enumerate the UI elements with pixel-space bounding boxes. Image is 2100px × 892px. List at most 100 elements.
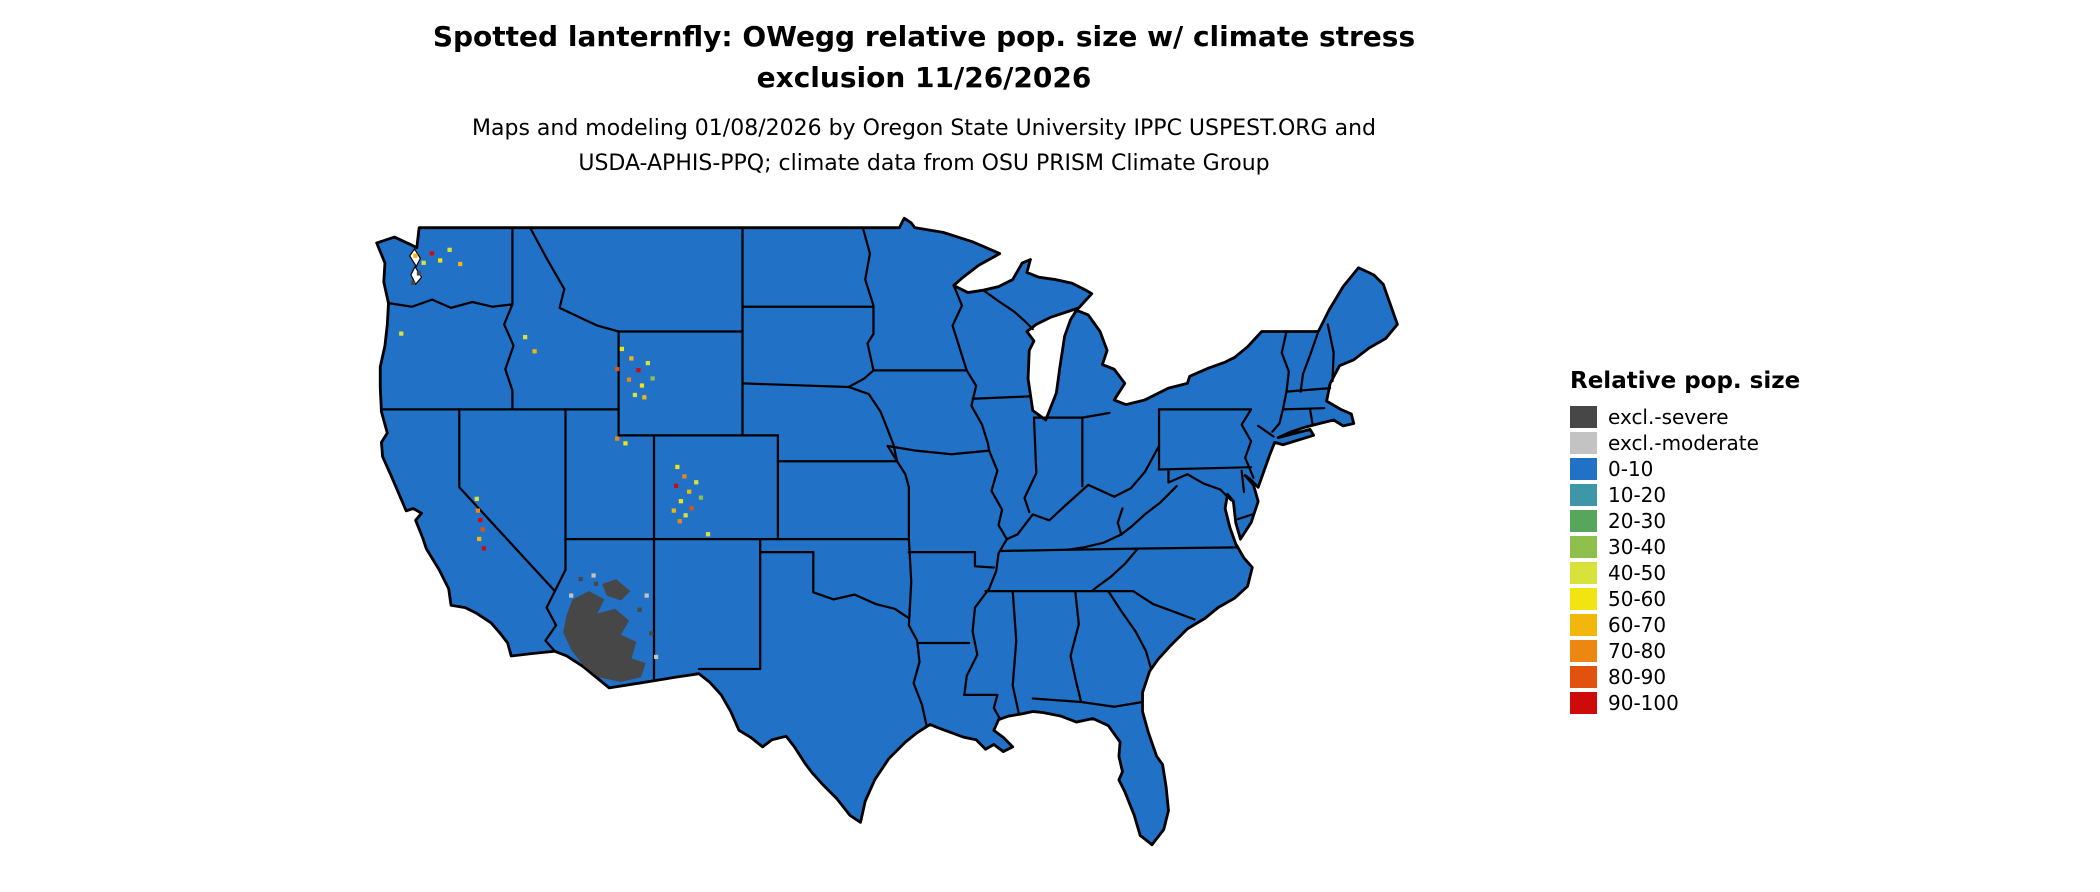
hotspot-pixel [705,532,711,537]
hotspot-pixel [416,271,422,276]
hotspot-pixel [481,546,486,551]
legend-item-label: 0-10 [1608,457,1654,481]
legend-item-label: 70-80 [1608,639,1667,663]
legend-item: 20-30 [1570,508,1800,534]
border-ky-wv [1116,507,1124,536]
legend-swatch [1570,666,1597,688]
hotspot-pixel [523,335,528,340]
border-vt-nh [1299,330,1320,393]
us-map-container [300,192,1480,871]
border-mi-south [1032,411,1111,419]
legend-item: 80-90 [1570,664,1800,690]
legend-swatch [1570,406,1597,428]
border-pa-south [1157,466,1253,471]
hotspot-pixel [623,441,628,446]
border-ny-nj [1257,424,1275,438]
legend-item-label: 90-100 [1608,691,1679,715]
hotspot-pixel [642,395,647,400]
hotspot-pixel [578,576,583,582]
border-ma-north [1285,387,1332,393]
border-va-nc [1136,546,1240,550]
figure-title-line-1: Spotted lanternfly: OWegg relative pop. … [432,20,1416,53]
hotspot-pixel [678,499,684,504]
legend-swatch [1570,692,1597,714]
border-mo-ar [907,551,995,569]
hotspot-pixel [694,480,699,485]
hotspot-pixel [413,253,418,258]
exclusion-region-mogollon [602,579,631,601]
legend-item: 50-60 [1570,586,1800,612]
figure-subtitle: Maps and modeling 01/08/2026 by Oregon S… [0,112,1848,180]
border-de-md [1240,469,1246,494]
border-sd-ia [847,369,875,389]
legend-item: 10-20 [1570,482,1800,508]
hotspot-pixels [399,247,711,660]
border-wv-va [1120,484,1178,536]
border-al-ms [1011,589,1020,714]
border-ca-nv [458,408,557,593]
hotspot-pixel [477,536,482,542]
figure-header: Spotted lanternfly: OWegg relative pop. … [0,16,1848,180]
hotspot-pixel [649,631,654,636]
hotspot-pixel [619,346,625,352]
legend-item: excl.-moderate [1570,430,1800,456]
legend-item-label: excl.-moderate [1608,431,1759,455]
legend-swatch [1570,458,1597,480]
legend-rows: excl.-severe excl.-moderate 0-10 10-20 20-30… [1570,404,1800,716]
legend-item-label: 30-40 [1608,535,1667,559]
hotspot-pixel [671,508,676,513]
border-id-mt [528,226,620,333]
border-fl-north [1031,697,1144,708]
figure-subtitle-line-1: Maps and modeling 01/08/2026 by Oregon S… [472,116,1376,141]
hotspot-pixel [615,436,620,441]
hotspot-pixel [458,261,463,267]
hotspot-pixel [421,260,426,265]
hotspot-pixel [674,483,679,488]
hotspot-pixel [650,376,655,381]
border-ks-mo-ok-east [895,460,913,627]
hotspot-pixel [447,247,452,252]
state-borders [380,226,1335,727]
legend-swatch [1570,510,1597,532]
hotspot-pixel [474,496,479,501]
border-md-va-delmarva [1236,513,1254,521]
border-ma-south [1281,407,1326,411]
hotspot-pixel [637,607,642,612]
border-ma-ny [1281,390,1288,411]
hotspot-pixel [626,377,632,382]
map-legend: Relative pop. size excl.-severe excl.-mod… [1570,368,1800,716]
legend-item-label: 50-60 [1608,587,1667,611]
border-potomac [1167,468,1233,502]
border-nh-me [1326,323,1335,383]
border-tx-ar-la [907,624,928,727]
border-ok-tx-panhandle-red-river [759,551,911,620]
border-ohio-river [1005,444,1161,541]
us-landmass [375,216,1399,847]
legend-item: 40-50 [1570,560,1800,586]
border-mo-ne [886,444,899,463]
border-mn-wi [951,284,968,372]
legend-item: 30-40 [1570,534,1800,560]
hotspot-pixel [698,495,704,500]
hotspot-pixel [636,368,641,373]
border-il-in [1023,416,1038,514]
legend-item-label: 60-70 [1608,613,1667,637]
hotspot-pixel [399,331,404,336]
border-nm-tx [697,538,762,671]
hotspot-pixel [644,593,649,598]
hotspot-pixel [478,517,483,523]
legend-item-label: 80-90 [1608,665,1667,689]
us-map [375,216,1399,847]
hotspot-pixel [475,508,481,513]
figure-subtitle-line-2: USDA-APHIS-PPQ; climate data from OSU PR… [578,151,1270,176]
legend-swatch [1570,614,1597,636]
hotspot-pixel [654,654,659,660]
border-ca-az-river [544,589,558,653]
legend-title: Relative pop. size [1570,368,1801,394]
hotspot-pixel [629,356,634,361]
border-mississippi-upper [965,369,991,452]
legend-item: excl.-severe [1570,404,1800,430]
border-nv-az [553,538,567,593]
hotspot-pixel [615,366,620,372]
